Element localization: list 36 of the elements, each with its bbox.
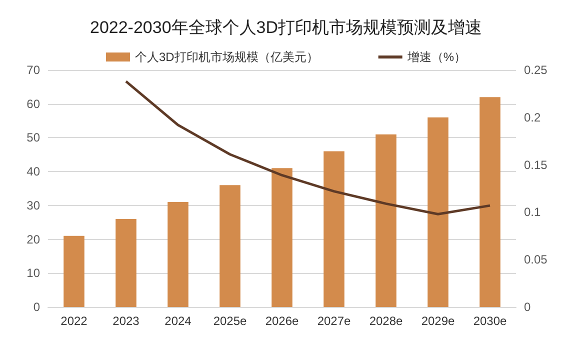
y-tick-label: 30 — [26, 198, 40, 212]
y-tick-label: 50 — [26, 130, 40, 145]
x-tick-label: 2023 — [112, 314, 140, 328]
y2-tick-label: 0.05 — [524, 252, 548, 267]
y2-tick-label: 0 — [524, 300, 531, 314]
x-tick-label: 2026e — [265, 314, 300, 328]
x-tick-label: 2024 — [164, 314, 192, 328]
y-tick-label: 70 — [26, 63, 40, 77]
bar — [64, 236, 84, 307]
y-tick-label: 60 — [26, 96, 40, 111]
bar — [116, 218, 136, 307]
bar — [272, 168, 292, 307]
y-tick-label: 40 — [26, 164, 40, 179]
x-tick-label: 2030e — [473, 314, 508, 328]
x-tick-label: 2028e — [369, 314, 404, 328]
bar — [220, 185, 240, 307]
y-tick-label: 10 — [26, 266, 40, 280]
bar — [428, 117, 448, 307]
y2-tick-label: 0.2 — [524, 110, 542, 124]
y2-tick-label: 0.1 — [524, 205, 542, 220]
bar — [480, 97, 500, 307]
bar — [168, 202, 188, 307]
line-series — [124, 80, 492, 216]
y2-tick-label: 0.25 — [524, 63, 548, 77]
legend-label: 个人3D打印机市场规模（亿美元） — [134, 50, 318, 64]
legend-label: 增速（%） — [406, 50, 466, 64]
x-tick-label: 2029e — [421, 314, 456, 328]
x-tick-label: 2027e — [317, 314, 352, 328]
chart-title: 2022-2030年全球个人3D打印机市场规模预测及增速 — [90, 18, 482, 37]
bar — [376, 134, 396, 307]
y-tick-label: 0 — [33, 300, 40, 314]
y2-tick-label: 0.15 — [524, 158, 548, 172]
bar — [324, 151, 344, 307]
y-tick-label: 20 — [26, 232, 40, 246]
x-tick-label: 2025e — [213, 314, 248, 328]
x-tick-label: 2022 — [60, 314, 88, 328]
